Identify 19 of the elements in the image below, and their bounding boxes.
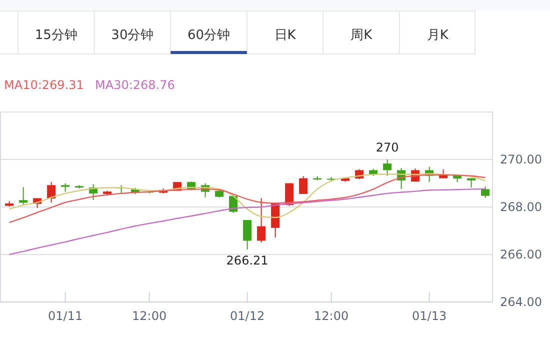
x-tick-label: 01/11 (48, 309, 83, 323)
annotation: 266.21 (226, 254, 268, 268)
text: 15分钟 (34, 28, 78, 43)
text: 月K (426, 28, 449, 43)
y-tick-label: 270.00 (500, 152, 542, 166)
text: 日K (274, 28, 296, 43)
y-tick-label: 268.00 (500, 200, 542, 214)
y-tick-label: 264.00 (500, 295, 542, 309)
text: 30分钟 (111, 28, 154, 43)
x-tick-label: 01/12 (230, 309, 265, 323)
x-tick-label: 12:00 (132, 309, 167, 323)
text: 周K (350, 28, 373, 43)
x-tick-label: 01/13 (412, 309, 447, 323)
y-tick-label: 266.00 (500, 248, 542, 262)
text: MA10:269.31 (4, 78, 84, 92)
text: 60分钟 (187, 28, 230, 43)
text: MA30:268.76 (95, 78, 175, 92)
x-tick-label: 12:00 (314, 309, 349, 323)
annotation: 270 (376, 140, 399, 154)
